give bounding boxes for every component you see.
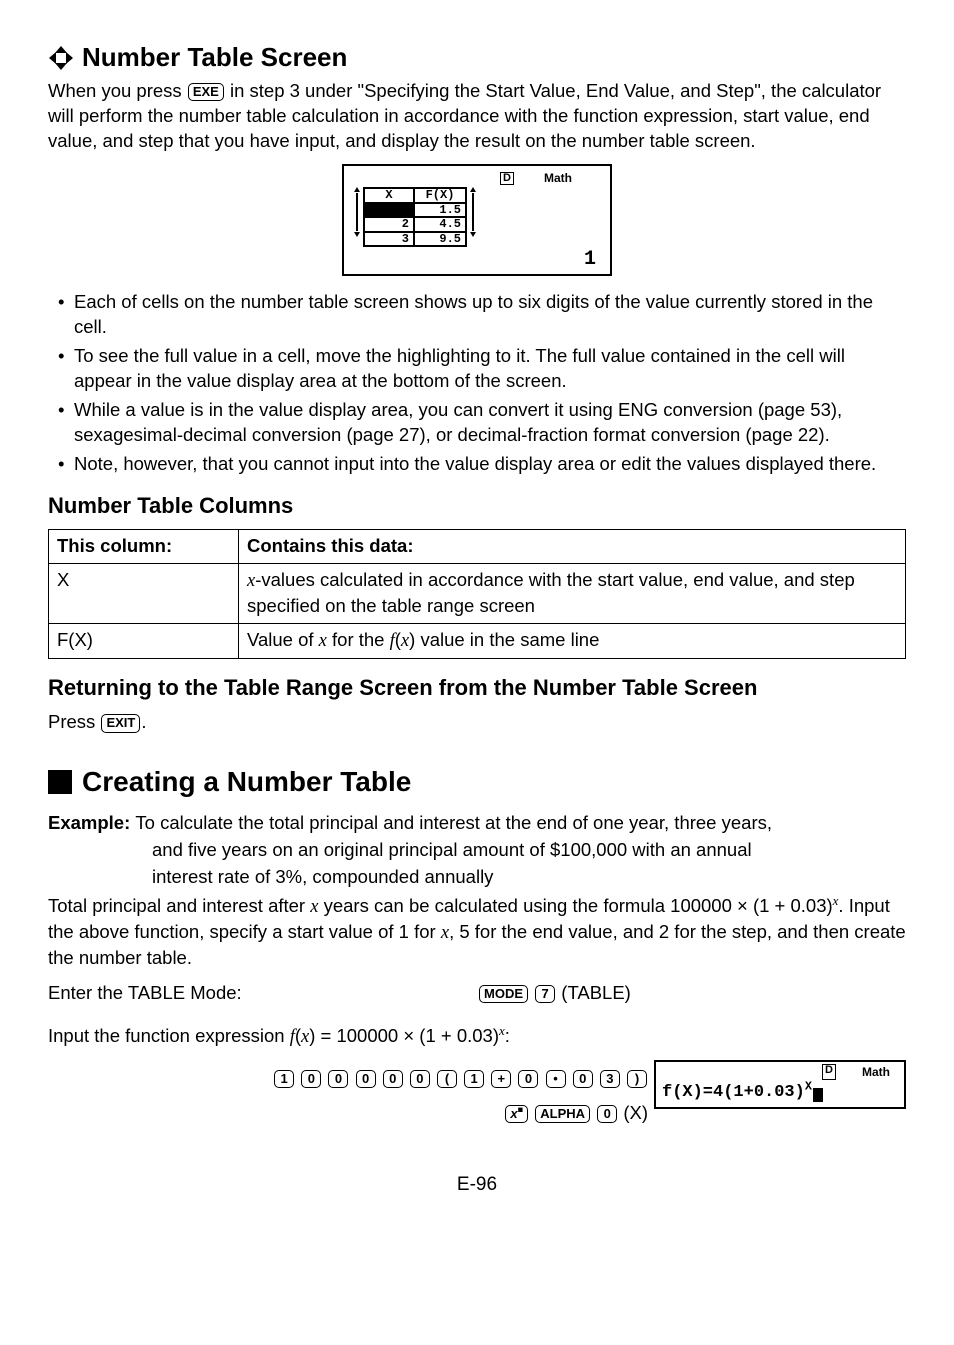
example-paragraph: Total principal and interest after x yea… — [48, 894, 906, 971]
input-function-label: Input the function expression f(x) = 100… — [48, 1024, 906, 1050]
bullet-2: To see the full value in a cell, move th… — [58, 344, 906, 394]
key-0b: 0 — [328, 1070, 348, 1088]
intro-paragraph: When you press EXE in step 3 under "Spec… — [48, 79, 906, 154]
key-lparen: ( — [437, 1070, 457, 1088]
key-1: 1 — [274, 1070, 294, 1088]
indicator-d: D — [500, 172, 514, 185]
section-title-text: Number Table Screen — [82, 40, 347, 75]
col-x-desc: x-values calculated in accordance with t… — [239, 563, 906, 623]
key-zero: 0 — [597, 1105, 617, 1123]
number-table-screenshot: D Math X F(X) 1 1.5 2 4.5 3 9.5 1 — [48, 164, 906, 276]
key-3: 3 — [600, 1070, 620, 1088]
mini-indicator-d: D — [822, 1064, 836, 1080]
mini-expression: f(X)=4(1+0.03)X — [662, 1082, 898, 1105]
key-x-label: (X) — [623, 1102, 648, 1123]
key-xsquare: x■ — [505, 1105, 528, 1123]
subheading-returning: Returning to the Table Range Screen from… — [48, 673, 906, 703]
key-rparen: ) — [627, 1070, 647, 1088]
col-fx-desc: Value of x for the f(x) value in the sam… — [239, 623, 906, 658]
key-line-1: 1 0 0 0 0 0 ( 1 + 0 • 0 3 ) — [48, 1060, 648, 1095]
key-0d: 0 — [383, 1070, 403, 1088]
key-0g: 0 — [573, 1070, 593, 1088]
col-x: X — [49, 563, 239, 623]
subheading-columns: Number Table Columns — [48, 491, 906, 521]
col-fx: F(X) — [49, 623, 239, 658]
exe-key-icon: EXE — [188, 83, 224, 101]
example-line2: and five years on an original principal … — [152, 838, 906, 863]
cursor-icon — [813, 1088, 823, 1102]
columns-table: This column: Contains this data: X x-val… — [48, 529, 906, 659]
key-dot: • — [546, 1070, 566, 1088]
key-0e: 0 — [410, 1070, 430, 1088]
mini-screenshot: D Math f(X)=4(1+0.03)X — [654, 1060, 906, 1109]
example-line1: Example: To calculate the total principa… — [48, 811, 906, 836]
bullet-3: While a value is in the value display ar… — [58, 398, 906, 448]
enter-table-mode-row: Enter the TABLE Mode: MODE 7 (TABLE) — [48, 981, 906, 1006]
key-0c: 0 — [356, 1070, 376, 1088]
bullet-4: Note, however, that you cannot input int… — [58, 452, 906, 477]
key-line-2: x■ ALPHA 0 (X) — [48, 1095, 648, 1130]
example-line3: interest rate of 3%, compounded annually — [152, 865, 906, 890]
mini-indicator-math: Math — [862, 1064, 890, 1080]
returning-text: Press EXIT. — [48, 710, 906, 735]
updown-diamond-icon — [48, 45, 74, 71]
key-0f: 0 — [518, 1070, 538, 1088]
col-header-2: Contains this data: — [239, 529, 906, 563]
bullet-1: Each of cells on the number table screen… — [58, 290, 906, 340]
section-title-creating: Creating a Number Table — [48, 763, 906, 801]
seven-key-icon: 7 — [535, 985, 555, 1003]
bullet-list: Each of cells on the number table screen… — [48, 290, 906, 477]
mode-key-icon: MODE — [479, 985, 528, 1003]
table-label: (TABLE) — [561, 982, 631, 1003]
exit-key-icon: EXIT — [101, 714, 140, 732]
screen-value: 1 — [354, 249, 600, 270]
key-alpha: ALPHA — [535, 1105, 590, 1123]
section-title-number-table-screen: Number Table Screen — [48, 40, 906, 75]
key-sequence-block: 1 0 0 0 0 0 ( 1 + 0 • 0 3 ) x■ ALPHA 0 (… — [48, 1060, 906, 1130]
key-plus: + — [491, 1070, 511, 1088]
page-number: E-96 — [48, 1172, 906, 1198]
key-0a: 0 — [301, 1070, 321, 1088]
key-1b: 1 — [464, 1070, 484, 1088]
square-bullet-icon — [48, 770, 72, 794]
indicator-math: Math — [544, 172, 572, 185]
col-header-1: This column: — [49, 529, 239, 563]
